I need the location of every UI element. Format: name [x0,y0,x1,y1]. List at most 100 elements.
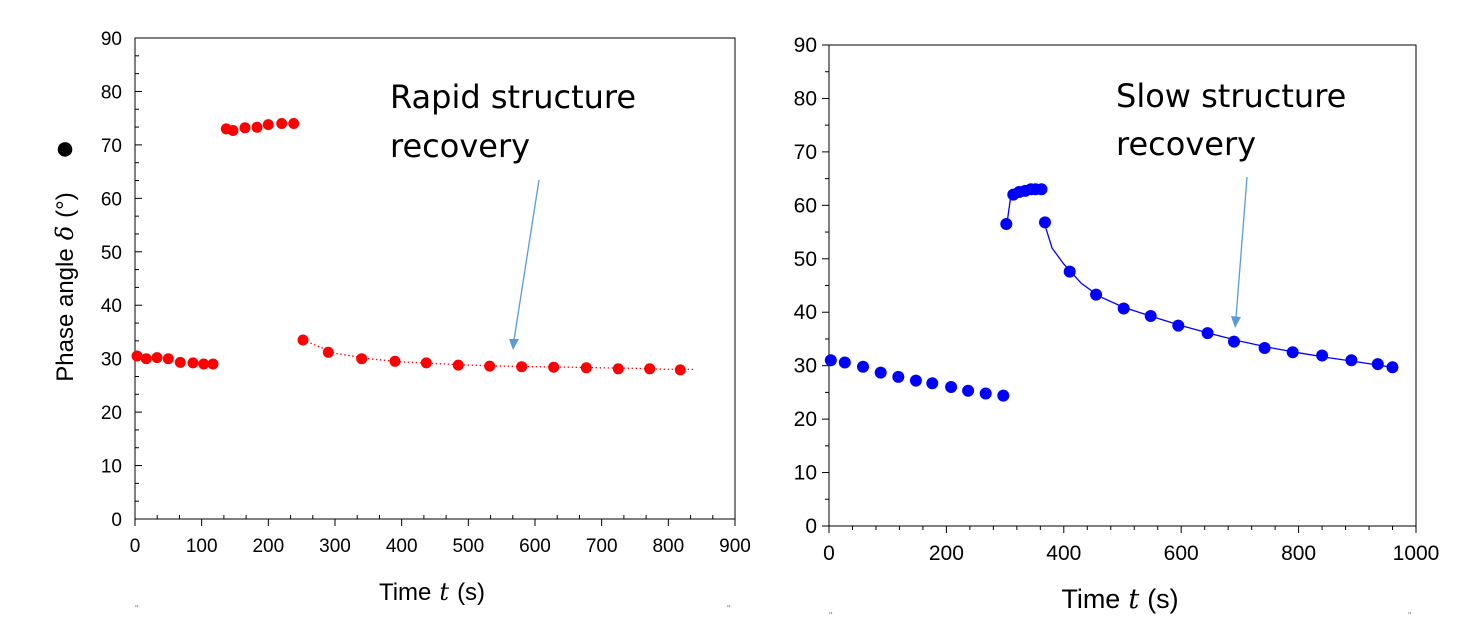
data-point [1228,335,1240,348]
annotation-arrow-left [513,179,540,341]
data-point [174,356,186,368]
y-tick-label: 50 [794,248,817,271]
y-tick-label: 60 [794,194,817,217]
data-point [548,361,560,373]
x-tick-label: 800 [1281,542,1316,565]
data-point [644,363,656,375]
data-point [227,125,239,136]
chart-left: 0 100 200 300 400 500 600 700 800 900 0 10 20 30 40 50 6… [51,29,751,615]
x-tick-label: 1000 [1393,542,1440,565]
x-tick-label: 800 [652,536,684,557]
data-point [239,122,251,134]
y-tick-label: 20 [101,403,122,424]
legend-marker-black: ● [55,129,76,167]
data-point [322,346,334,358]
x-tick-label: 200 [929,542,964,565]
y-tick-label: 60 [101,189,122,210]
data-point [131,350,143,362]
data-point [262,119,274,131]
data-point [1117,302,1130,315]
data-point [288,118,300,129]
data-point [251,121,263,133]
y-tick-label: 20 [794,408,817,431]
data-point [892,370,905,383]
data-point [276,118,288,129]
data-point [1172,319,1185,332]
annotation-slow-line1: Slow structure [1116,77,1346,115]
y-tick-label: 0 [805,515,817,538]
data-point [1258,342,1271,354]
x-tick-label: 700 [586,536,618,557]
plot-frame-right [828,44,1417,527]
data-point [452,359,464,371]
annotation-rapid-line2: recovery [390,127,530,165]
data-point [1386,361,1399,374]
data-point [1039,216,1051,229]
x-tick-label: 200 [252,536,284,557]
data-point [187,357,199,369]
annotation-arrowhead-left [509,339,519,350]
data-point [1090,288,1103,301]
data-point [140,353,152,365]
data-point [1201,327,1214,340]
footnote-mark: " [1408,611,1412,622]
data-point [838,356,851,369]
data-point [516,361,528,373]
y-axis-label-left: Phase angleδ(°) [51,192,79,382]
y-tick-label: 80 [794,87,817,110]
data-point [580,362,592,374]
data-point [926,377,939,390]
data-point [1316,349,1329,362]
data-point [674,364,686,376]
x-tick-label: 400 [386,536,418,557]
y-tick-label: 10 [101,457,122,478]
data-point [1345,354,1358,367]
annotation-slow-line2: recovery [1116,125,1256,163]
x-tick-label: 600 [519,536,551,557]
data-point [297,334,309,346]
y-tick-label: 50 [101,243,122,264]
data-point [997,389,1010,402]
data-point [612,363,624,375]
data-point [1063,265,1076,278]
x-tick-label: 100 [186,536,218,557]
x-tick-label: 900 [719,536,751,557]
data-point [389,355,401,367]
annotation-arrowhead-right [1231,316,1241,328]
footnote-mark: " [829,611,833,622]
x-axis-label-right: Time t (s) [1061,584,1178,615]
data-point [945,381,958,393]
data-point [420,357,432,369]
fit-line [302,339,695,371]
data-point [151,352,163,364]
data-point [356,353,368,365]
y-tick-label: 0 [111,510,122,531]
data-point [207,358,219,370]
y-tick-label: 80 [101,82,122,103]
x-tick-label: 600 [1164,542,1199,565]
data-point [979,387,992,400]
y-tick-label: 30 [101,350,122,371]
annotation-arrow-right [1235,176,1248,319]
data-point [962,384,975,397]
y-tick-label: 90 [101,29,122,50]
data-point [1286,346,1299,359]
data-point [1144,310,1157,322]
chart-right: 0 200 400 600 800 1000 0 10 20 30 40 50 60 70 80 90 Tim… [794,34,1440,622]
x-tick-label: 300 [319,536,351,557]
data-point [1035,183,1048,196]
data-point [857,360,869,373]
x-axis-label-left: Time t (s) [379,578,485,606]
data-point [484,360,496,372]
data-point [162,353,174,365]
y-tick-label: 40 [101,296,122,317]
data-point [824,354,837,367]
data-point [1000,218,1013,230]
x-tick-label: 0 [130,536,141,557]
data-point [874,366,887,379]
y-tick-label: 40 [794,301,817,324]
footnote-mark: " [135,604,139,615]
x-tick-label: 500 [452,536,484,557]
x-tick-label: 0 [823,542,835,565]
